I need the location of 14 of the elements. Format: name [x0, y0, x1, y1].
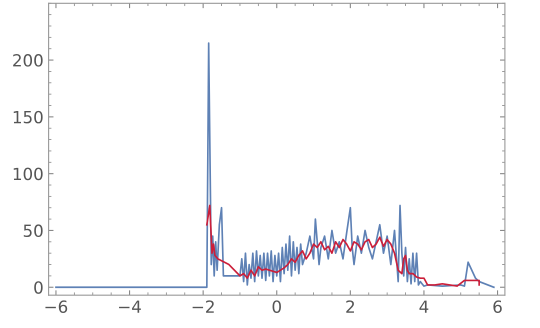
x-tick-label: 6	[493, 300, 502, 313]
line-series	[55, 42, 495, 288]
y-tick-label: 50	[24, 224, 43, 238]
y-tick-label: 100	[14, 168, 43, 180]
line-series	[206, 204, 480, 287]
x-tick-label: −2	[192, 300, 214, 313]
x-tick-label: 4	[419, 300, 428, 313]
x-tick-label: −6	[45, 300, 68, 313]
y-tick-label: 150	[14, 110, 43, 124]
y-tick-label: 0	[34, 281, 43, 294]
x-tick-label: −4	[119, 300, 141, 313]
x-tick-label: 2	[346, 300, 354, 313]
x-tick-label: 0	[272, 300, 281, 313]
y-tick-label: 200	[13, 54, 43, 67]
